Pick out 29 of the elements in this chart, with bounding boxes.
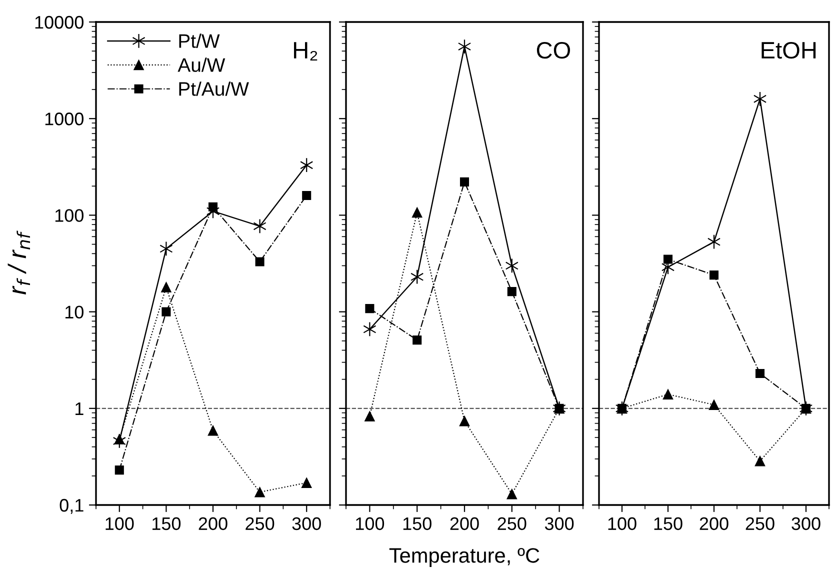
x-tick-label: 250 [498,517,526,530]
x-tick-label: 100 [356,517,384,530]
x-tick-label: 100 [106,517,134,530]
x-tick-label: 200 [450,517,479,530]
x-tick-label: 150 [403,517,432,530]
x-tick-label: 300 [292,517,321,530]
x-tick-label: 200 [700,517,728,530]
y-tick-label: 0,1 [60,498,84,514]
x-tick-label: 150 [654,517,682,530]
y-tick-label: 10 [65,306,84,319]
x-tick-label: 250 [246,517,274,530]
x-tick-label: 300 [544,517,574,530]
annotation: CO [536,42,570,59]
x-tick-label: 250 [746,517,774,530]
x-axis-title: Temperature, ºC [389,548,540,567]
x-tick-label: 100 [608,517,636,530]
y-tick-label: 10000 [35,16,84,29]
annotation: H₂ [294,42,318,60]
legend-label: Pt/W [179,34,220,48]
y-axis-title: r$_{f}$ / r$_{nf}$ [8,230,30,294]
legend-label: Au/W [178,58,226,72]
y-tick-label: 1000 [45,112,84,126]
y-tick-label: 1 [76,402,84,415]
x-tick-label: 300 [792,517,820,530]
y-tick-label: 100 [55,209,84,222]
x-tick-label: 150 [152,517,181,530]
x-tick-label: 200 [198,517,228,530]
legend-label: Pt/Au/W [179,82,249,96]
annotation: EtOH [762,42,816,59]
